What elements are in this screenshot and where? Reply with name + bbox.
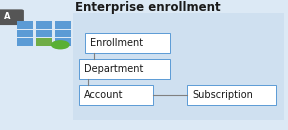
FancyBboxPatch shape xyxy=(73,13,284,120)
Text: A: A xyxy=(4,12,10,21)
Text: Subscription: Subscription xyxy=(192,90,253,100)
Text: Enterprise enrollment: Enterprise enrollment xyxy=(75,1,221,14)
FancyBboxPatch shape xyxy=(0,9,24,25)
FancyBboxPatch shape xyxy=(17,30,33,37)
Text: Account: Account xyxy=(84,90,124,100)
FancyBboxPatch shape xyxy=(79,84,153,105)
FancyBboxPatch shape xyxy=(36,30,52,37)
FancyBboxPatch shape xyxy=(55,21,71,29)
FancyBboxPatch shape xyxy=(17,21,33,29)
FancyBboxPatch shape xyxy=(85,33,170,53)
FancyBboxPatch shape xyxy=(79,59,170,79)
FancyBboxPatch shape xyxy=(36,21,52,29)
Circle shape xyxy=(52,41,69,49)
FancyBboxPatch shape xyxy=(55,38,71,46)
FancyBboxPatch shape xyxy=(17,38,33,46)
Text: Enrollment: Enrollment xyxy=(90,38,143,48)
FancyBboxPatch shape xyxy=(187,84,276,105)
FancyBboxPatch shape xyxy=(55,30,71,37)
FancyBboxPatch shape xyxy=(36,38,52,46)
Text: Department: Department xyxy=(84,64,144,74)
